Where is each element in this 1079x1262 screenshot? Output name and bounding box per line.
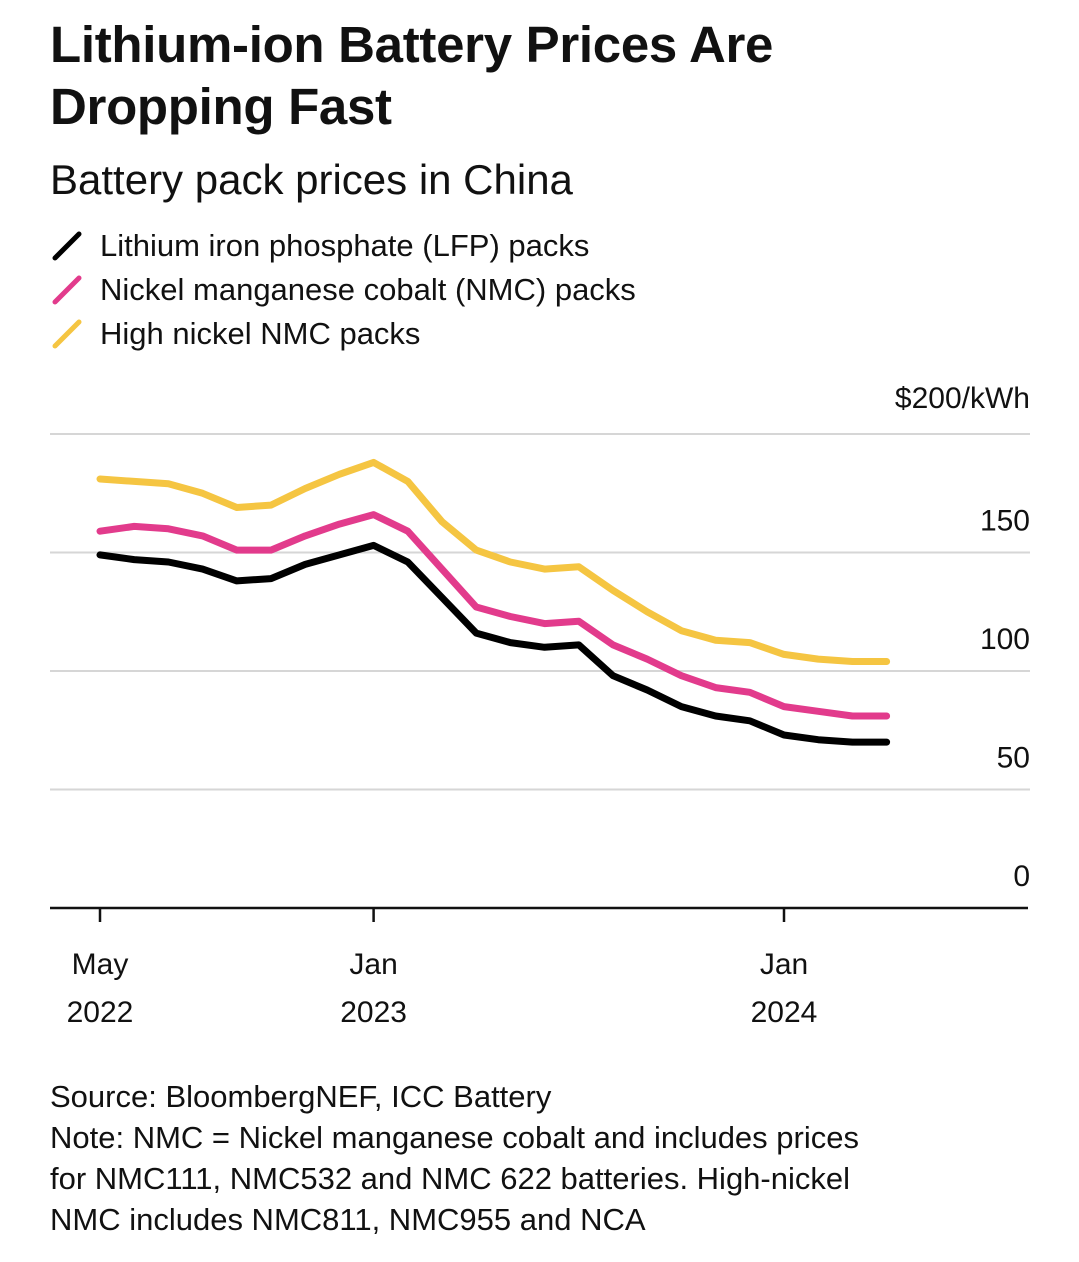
series-line-nickel-manganese-cobalt-nmc-packs [96, 511, 891, 720]
legend-label-nmc: Nickel manganese cobalt (NMC) packs [100, 272, 636, 307]
legend: Lithium iron phosphate (LFP) packs Nicke… [50, 224, 636, 356]
legend-swatch-nmc [52, 275, 82, 305]
source-text: Source: BloombergNEF, ICC Battery [50, 1079, 552, 1114]
y-tick-label-0: 0 [1013, 860, 1030, 893]
y-tick-label-100: 100 [980, 623, 1030, 656]
gridlines [50, 433, 1030, 791]
note-line-2: for NMC111, NMC532 and NMC 622 batteries… [50, 1161, 851, 1196]
series-lines [96, 458, 891, 746]
legend-label-high-nickel-nmc: High nickel NMC packs [100, 316, 421, 351]
chart-subtitle: Battery pack prices in China [50, 156, 573, 203]
legend-label-lfp: Lithium iron phosphate (LFP) packs [100, 228, 590, 263]
chart-title: Lithium-ion Battery Prices Are Dropping … [50, 16, 774, 135]
x-axis: May 2022 Jan 2023 Jan 2024 [50, 906, 1028, 1029]
line-chart: $200/kWh 150 100 50 0 May 2022 Jan 2023 Jan 2024 [50, 382, 1030, 1029]
legend-item-lfp: Lithium iron phosphate (LFP) packs [50, 224, 636, 268]
note-line-1: Note: NMC = Nickel manganese cobalt and … [50, 1120, 859, 1155]
x-tick-year-2024: 2024 [751, 996, 818, 1029]
series-line-high-nickel-nmc-packs [96, 458, 891, 665]
x-tick-year-2022: 2022 [67, 996, 134, 1029]
series-line-lithium-iron-phosphate-lfp-packs [96, 541, 891, 746]
x-tick-month-2024: Jan [760, 948, 808, 981]
x-tick-month-2022: May [72, 948, 129, 981]
y-axis-labels: $200/kWh 150 100 50 0 [895, 382, 1030, 893]
legend-item-high-nickel-nmc: High nickel NMC packs [50, 312, 636, 356]
legend-swatch-lfp [52, 231, 82, 261]
legend-swatch-high-nickel-nmc [52, 319, 82, 349]
footnote: Source: BloombergNEF, ICC Battery Note: … [50, 1076, 1050, 1240]
y-tick-label-50: 50 [997, 742, 1030, 775]
x-tick-month-2023: Jan [349, 948, 397, 981]
note-line-3: NMC includes NMC811, NMC955 and NCA [50, 1202, 646, 1237]
y-tick-label-200: $200/kWh [895, 382, 1030, 415]
legend-item-nmc: Nickel manganese cobalt (NMC) packs [50, 268, 636, 312]
x-tick-year-2023: 2023 [340, 996, 407, 1029]
y-tick-label-150: 150 [980, 505, 1030, 538]
